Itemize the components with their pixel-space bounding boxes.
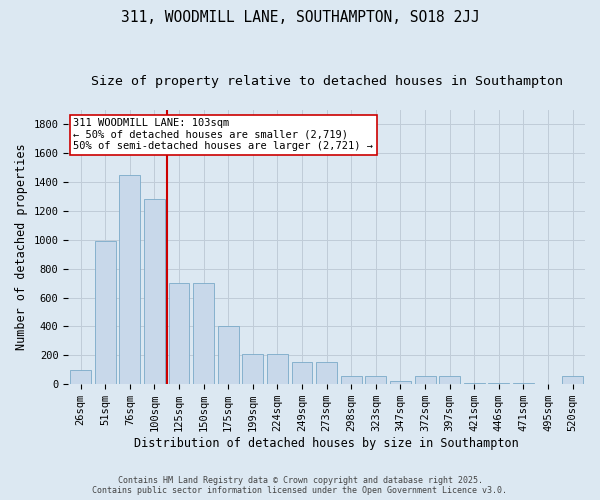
Bar — [316, 362, 337, 384]
Text: 311 WOODMILL LANE: 103sqm
← 50% of detached houses are smaller (2,719)
50% of se: 311 WOODMILL LANE: 103sqm ← 50% of detac… — [73, 118, 373, 152]
Bar — [390, 382, 411, 384]
Bar — [292, 362, 313, 384]
Text: 311, WOODMILL LANE, SOUTHAMPTON, SO18 2JJ: 311, WOODMILL LANE, SOUTHAMPTON, SO18 2J… — [121, 10, 479, 25]
Title: Size of property relative to detached houses in Southampton: Size of property relative to detached ho… — [91, 75, 563, 88]
X-axis label: Distribution of detached houses by size in Southampton: Distribution of detached houses by size … — [134, 437, 519, 450]
Bar — [169, 283, 190, 384]
Bar — [341, 376, 362, 384]
Bar — [70, 370, 91, 384]
Bar — [464, 383, 485, 384]
Bar — [488, 383, 509, 384]
Bar — [218, 326, 239, 384]
Bar — [365, 376, 386, 384]
Bar — [144, 200, 165, 384]
Bar — [95, 242, 116, 384]
Bar — [242, 354, 263, 384]
Bar — [119, 175, 140, 384]
Bar — [193, 283, 214, 384]
Bar — [562, 376, 583, 384]
Y-axis label: Number of detached properties: Number of detached properties — [15, 144, 28, 350]
Bar — [513, 383, 534, 384]
Bar — [439, 376, 460, 384]
Bar — [267, 354, 288, 384]
Bar — [415, 376, 436, 384]
Text: Contains HM Land Registry data © Crown copyright and database right 2025.
Contai: Contains HM Land Registry data © Crown c… — [92, 476, 508, 495]
